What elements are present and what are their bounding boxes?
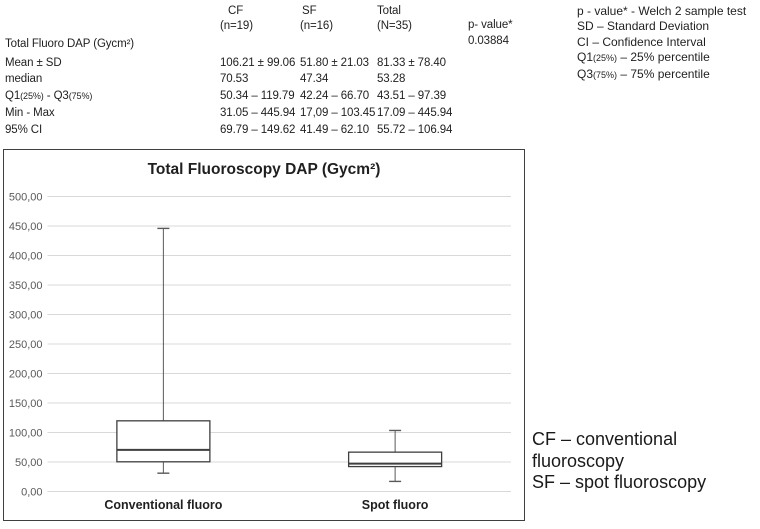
table-section-label: Total Fluoro DAP (Gycm²) — [5, 38, 135, 50]
iqr-box — [116, 420, 211, 463]
p-value-block: p- value* 0.03884 — [468, 18, 513, 49]
category-label: Conventional fluoro — [104, 498, 222, 512]
y-tick-label: 100,00 — [9, 428, 43, 440]
row-label: Q1(25%) - Q3(75%) — [5, 90, 93, 103]
legend-notes: p - value* - Welch 2 sample test SD – Sta… — [577, 4, 760, 83]
row-value: 47.34 — [300, 73, 329, 86]
column-n: (n=16) — [300, 20, 333, 32]
p-value-header: p- value* — [468, 19, 513, 31]
note-line: Q3(75%) – 75% percentile — [577, 66, 710, 81]
boxplot-svg: 500,00 450,00 400,00 350,00 300,00 250,00 200,… — [9, 192, 511, 512]
annotation-line: CF – conventional fluoroscopy — [532, 429, 678, 471]
row-value: 69.79 – 149.62 — [220, 123, 296, 136]
row-value: 53.28 — [377, 73, 406, 86]
chart-title: Total Fluoroscopy DAP (Gycm²) — [147, 161, 381, 178]
boxplot-chart: Total Fluoroscopy DAP (Gycm²) 500,00 450,… — [3, 149, 525, 521]
row-value: 43.51 – 97.39 — [377, 90, 447, 103]
column-header-sf: SF (n=16) — [300, 4, 333, 34]
row-value: 106.21 ± 99.06 — [220, 56, 296, 69]
row-value: 31.05 – 445.94 — [220, 106, 296, 119]
y-tick-label: 50,00 — [15, 457, 43, 469]
row-value: 17.09 – 445.94 — [377, 106, 453, 119]
row-value: 81.33 ± 78.40 — [377, 56, 446, 69]
y-tick-label: 500,00 — [9, 192, 43, 204]
row-label: Mean ± SD — [5, 56, 62, 69]
y-tick-label: 450,00 — [9, 221, 43, 233]
column-name: CF — [228, 5, 244, 17]
y-tick-label: 250,00 — [9, 339, 43, 351]
column-n: (n=19) — [220, 20, 253, 32]
note-line: CI – Confidence Interval — [577, 34, 706, 49]
column-header-total: Total (N=35) — [377, 4, 412, 34]
row-value: 17,09 – 103.45 — [300, 106, 376, 119]
note-line: Q1(25%) – 25% percentile — [577, 50, 710, 65]
y-tick-label: 300,00 — [9, 310, 43, 322]
note-line: SD – Standard Deviation — [577, 19, 710, 34]
y-tick-label: 200,00 — [9, 369, 43, 381]
y-tick-label: 400,00 — [9, 251, 43, 263]
row-value: 51.80 ± 21.03 — [300, 56, 369, 69]
p-value: 0.03884 — [468, 34, 509, 47]
category-label: Spot fluoro — [362, 498, 429, 512]
row-label: median — [5, 73, 43, 86]
column-header-cf: CF (n=19) — [220, 4, 253, 34]
column-name: SF — [302, 5, 317, 17]
stats-rows: Mean ± SD 106.21 ± 99.06 51.80 ± 21.03 81.3… — [5, 55, 473, 139]
y-tick-label: 0,00 — [21, 487, 42, 499]
row-value: 70.53 — [220, 73, 249, 86]
row-label: 95% CI — [5, 123, 43, 136]
column-n: (N=35) — [377, 20, 412, 32]
row-value: 41.49 – 62.10 — [300, 123, 370, 136]
cf-sf-annotation: CF – conventional fluoroscopy SF – spot f… — [532, 429, 737, 494]
row-value: 55.72 – 106.94 — [377, 123, 453, 136]
column-name: Total — [377, 5, 401, 17]
row-value: 42.24 – 66.70 — [300, 90, 370, 103]
row-value: 50.34 – 119.79 — [220, 90, 295, 103]
note-line: p - value* - Welch 2 sample test — [577, 4, 747, 18]
y-tick-label: 350,00 — [9, 280, 43, 292]
y-tick-label: 150,00 — [9, 398, 43, 410]
annotation-line: SF – spot fluoroscopy — [532, 472, 707, 492]
row-label: Min - Max — [5, 106, 55, 119]
